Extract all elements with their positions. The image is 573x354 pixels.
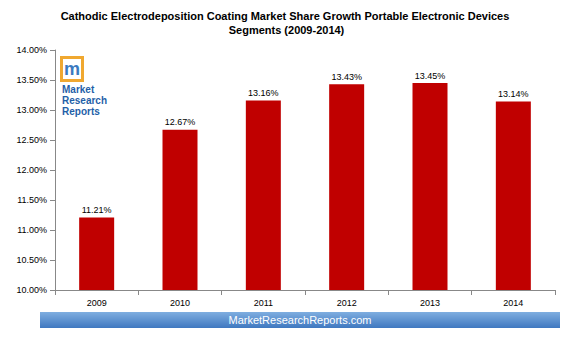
- svg-text:MarketResearchReports.com: MarketResearchReports.com: [228, 314, 371, 326]
- svg-text:Reports: Reports: [62, 106, 100, 117]
- svg-text:Research: Research: [62, 95, 107, 106]
- svg-text:Market: Market: [62, 84, 95, 95]
- svg-text:11.00%: 11.00%: [17, 225, 47, 235]
- svg-text:2014: 2014: [503, 298, 523, 308]
- svg-text:2010: 2010: [170, 298, 190, 308]
- svg-text:12.00%: 12.00%: [16, 165, 47, 175]
- svg-text:13.16%: 13.16%: [248, 88, 279, 98]
- svg-text:13.14%: 13.14%: [498, 89, 529, 99]
- svg-text:13.50%: 13.50%: [16, 75, 47, 85]
- svg-text:12.67%: 12.67%: [165, 117, 196, 127]
- svg-text:13.00%: 13.00%: [16, 105, 47, 115]
- svg-text:14.00%: 14.00%: [16, 45, 47, 55]
- svg-text:13.43%: 13.43%: [331, 72, 362, 82]
- svg-text:12.50%: 12.50%: [16, 135, 47, 145]
- svg-text:2012: 2012: [337, 298, 357, 308]
- svg-text:m: m: [64, 59, 80, 79]
- svg-text:10.50%: 10.50%: [16, 255, 47, 265]
- svg-text:2009: 2009: [87, 298, 107, 308]
- svg-text:10.00%: 10.00%: [16, 285, 47, 295]
- svg-text:Cathodic Electrodeposition Coa: Cathodic Electrodeposition Coating Marke…: [61, 10, 513, 22]
- svg-text:13.45%: 13.45%: [415, 71, 446, 81]
- svg-text:2011: 2011: [254, 298, 273, 308]
- svg-text:11.21%: 11.21%: [82, 205, 112, 215]
- svg-text:11.50%: 11.50%: [17, 195, 47, 205]
- svg-text:2013: 2013: [420, 298, 440, 308]
- svg-text:Segments (2009-2014): Segments (2009-2014): [229, 24, 345, 36]
